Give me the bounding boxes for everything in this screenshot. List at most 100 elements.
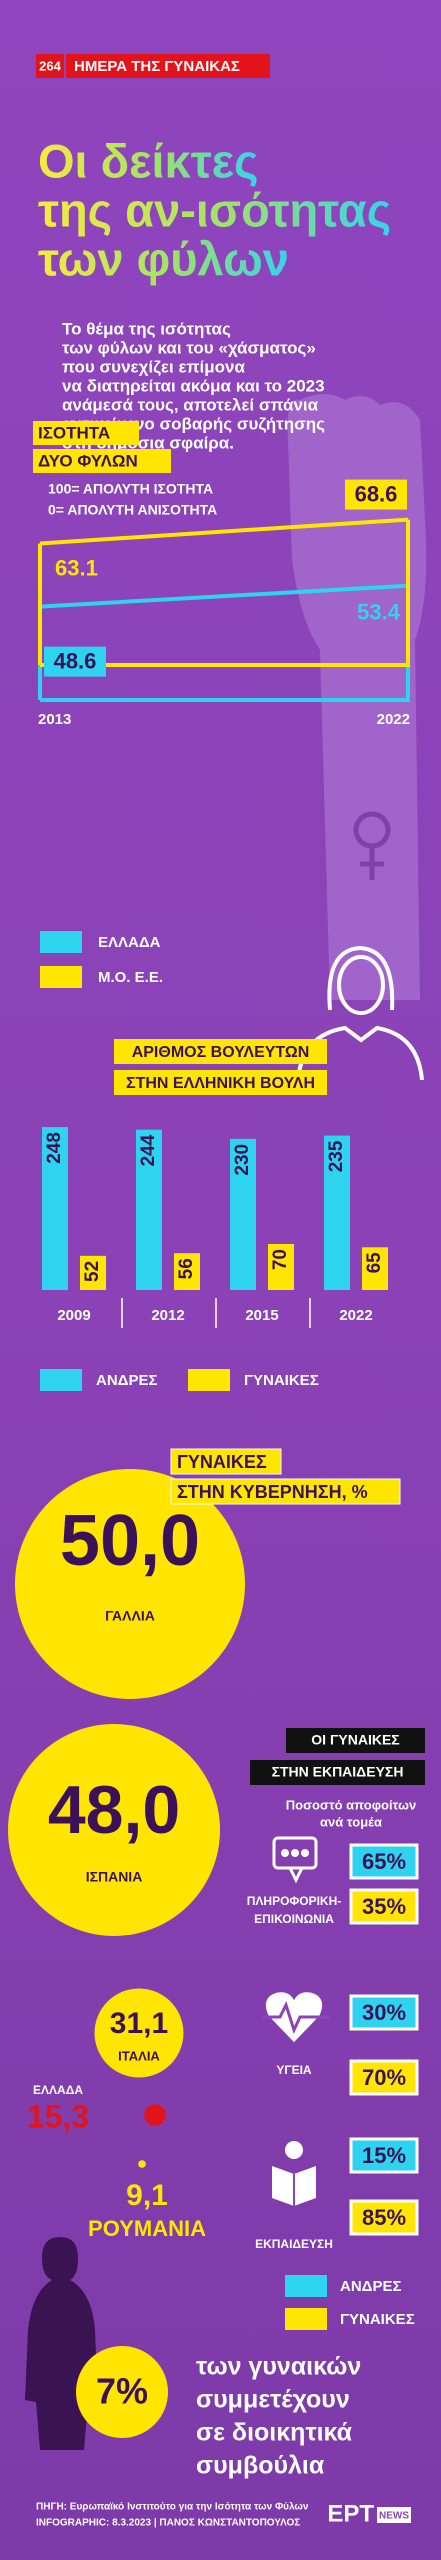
- band-side: [40, 519, 410, 667]
- year-label: 2009: [57, 1307, 90, 1324]
- value-label: 48.6: [54, 648, 97, 673]
- bar: [174, 1253, 200, 1290]
- value-label: 63.1: [55, 555, 98, 580]
- intro-line: να διατηρείται ακόμα και το 2023: [62, 376, 325, 395]
- bar-label: 70: [270, 1249, 291, 1270]
- badge-box: [36, 54, 64, 78]
- section-label-box: [114, 1039, 327, 1064]
- fist-illustration: [287, 394, 427, 1000]
- tag-box: [66, 54, 270, 78]
- source: ΠΗΓΗ: Ευρωπαϊκό Ινστιτούτο για την Ισότη…: [36, 2502, 309, 2513]
- legend-label: Μ.Ο. Ε.Ε.: [98, 969, 163, 986]
- bar: [324, 1135, 350, 1290]
- country-value: 48,0: [48, 1772, 180, 1848]
- country-circle: [8, 1724, 220, 1936]
- legend-label: ΑΝΔΡΕΣ: [96, 1372, 157, 1389]
- bar-label: 244: [138, 1134, 159, 1166]
- section-label: ΓΥΝΑΙΚΕΣ: [177, 1452, 267, 1472]
- section-label: ΟΙ ΓΥΝΑΙΚΕΣ: [311, 1732, 399, 1748]
- country-value: 9,1: [126, 2179, 168, 2212]
- bar-label: 65: [364, 1252, 385, 1274]
- country-name: ΙΤΑΛΙΑ: [118, 2048, 160, 2063]
- percent-box: [349, 2137, 419, 2174]
- country-value: 31,1: [110, 2007, 168, 2040]
- note: 0= ΑΠΟΛΥΤΗ ΑΝΙΣΟΤΗΤΑ: [48, 502, 217, 518]
- section-label: ΔΥΟ ΦΥΛΩΝ: [38, 451, 138, 470]
- percent-label: 35%: [362, 1894, 406, 1919]
- note: 100= ΑΠΟΛΥΤΗ ΙΣΟΤΗΤΑ: [48, 481, 213, 497]
- icon-health: [262, 1992, 330, 2043]
- logo-sub-box: [377, 2507, 411, 2523]
- value-label-box: [345, 479, 407, 510]
- year-label: 2015: [245, 1307, 278, 1324]
- section-label: ΣΤΗΝ ΕΛΛΗΝΙΚΗ ΒΟΥΛΗ: [126, 1075, 315, 1092]
- legend-swatch: [188, 1369, 230, 1391]
- boards-text: των γυναικών: [196, 2353, 361, 2381]
- field-name: ΥΓΕΙΑ: [276, 2063, 312, 2077]
- bar: [136, 1129, 162, 1290]
- title-line: Οι δείκτες: [38, 134, 258, 187]
- country-circle: [94, 1988, 184, 2078]
- section-label: ΣΤΗΝ ΚΥΒΕΡΝΗΣΗ, %: [177, 1482, 368, 1502]
- icon-reader: [272, 2141, 316, 2206]
- slope-line: [39, 583, 409, 609]
- bar-label: 248: [44, 1132, 65, 1164]
- intro-line: ανάμεσά τους, αποτελεί σπάνια: [62, 395, 319, 414]
- bar-label: 52: [82, 1261, 103, 1282]
- country-value: 50,0: [60, 1501, 200, 1581]
- country-name: ΡΟΥΜΑΝΙΑ: [88, 2216, 206, 2241]
- subtitle: ανά τομέα: [320, 1814, 382, 1829]
- section-label-box: [170, 1448, 282, 1475]
- boards-value: 7%: [96, 2371, 148, 2412]
- boards-text: σε διοικητικά: [196, 2419, 353, 2447]
- logo: ΕΡΤ: [327, 2500, 374, 2527]
- percent-box: [349, 1888, 419, 1925]
- year-label: 2013: [38, 711, 71, 728]
- legend-swatch: [40, 1369, 82, 1391]
- country-circle: [15, 1469, 245, 1699]
- bar: [230, 1138, 256, 1290]
- title-line: των φύλων: [38, 232, 289, 285]
- section-label-box: [33, 449, 171, 473]
- value-label: 53.4: [357, 600, 401, 625]
- percent-label: 15%: [362, 2143, 406, 2168]
- subtitle: Ποσοστό αποφοίτων: [286, 1797, 416, 1812]
- credit: INFOGRAPHIC: 8.3.2023 | ΠΑΝΟΣ ΚΩΝΣΤΑΝΤΟΠ…: [36, 2518, 300, 2529]
- tag: ΗΜΕΡΑ ΤΗΣ ΓΥΝΑΙΚΑΣ: [74, 58, 240, 75]
- percent-box: [349, 1994, 419, 2031]
- badge: 264: [39, 58, 61, 73]
- field-name: ΕΚΠΑΙΔΕΥΣΗ: [255, 2237, 333, 2251]
- percent-box: [349, 2059, 419, 2096]
- field-name: ΕΠΙΚΟΙΝΩΝΙΑ: [254, 1912, 334, 1926]
- legend-swatch: [285, 2275, 327, 2297]
- bar-label: 235: [326, 1140, 347, 1172]
- bar: [362, 1247, 388, 1290]
- section-label: ΣΤΗΝ ΕΚΠΑΙΔΕΥΣΗ: [272, 1764, 404, 1780]
- field-name: ΠΛΗΡΟΦΟΡΙΚΗ-: [247, 1894, 342, 1908]
- percent-box: [349, 1843, 419, 1880]
- boards-text: συμμετέχουν: [196, 2386, 350, 2414]
- title-line: της αν-ισότητας: [38, 183, 391, 236]
- section-label-box: [33, 421, 139, 445]
- percent-label: 65%: [362, 1849, 406, 1874]
- bar: [268, 1244, 294, 1290]
- country-value: 15,3: [27, 2098, 89, 2134]
- percent-label: 70%: [362, 2065, 406, 2090]
- country-circle: [138, 2160, 146, 2168]
- bar: [80, 1255, 106, 1290]
- bar: [42, 1127, 68, 1290]
- intro-line: των φύλων και του «χάσματος»: [62, 338, 316, 357]
- value-label-box: [44, 646, 106, 677]
- legend-swatch: [285, 2308, 327, 2330]
- logo-sub: NEWS: [379, 2511, 409, 2522]
- year-label: 2012: [151, 1307, 184, 1324]
- legend-label: ΕΛΛΑΔΑ: [98, 934, 161, 951]
- bar-label: 230: [232, 1144, 253, 1176]
- percent-label: 30%: [362, 2000, 406, 2025]
- country-name: ΙΣΠΑΝΙΑ: [86, 1869, 143, 1885]
- section-label-box: [170, 1478, 401, 1505]
- legend-label: ΓΥΝΑΙΚΕΣ: [340, 2311, 415, 2328]
- intro-line: Το θέμα της ισότητας: [62, 319, 231, 338]
- bar-label: 56: [176, 1258, 197, 1279]
- value-label: 68.6: [355, 481, 398, 506]
